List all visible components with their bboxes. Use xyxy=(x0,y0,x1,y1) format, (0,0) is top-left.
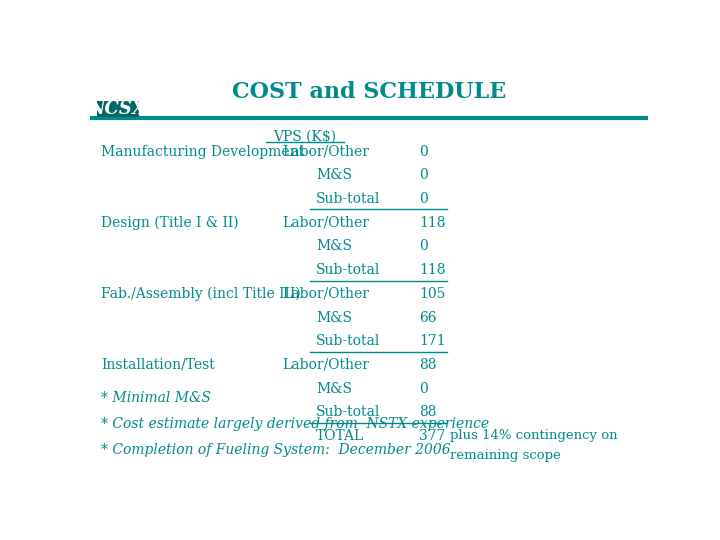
Text: 118: 118 xyxy=(419,216,446,229)
Text: VPS (K$): VPS (K$) xyxy=(274,129,336,143)
Text: Manufacturing Development: Manufacturing Development xyxy=(101,145,305,159)
Text: M&S: M&S xyxy=(316,168,352,183)
Text: 88: 88 xyxy=(419,406,437,420)
Text: * Completion of Fueling System:  December 2006: * Completion of Fueling System: December… xyxy=(101,443,451,457)
Text: Fab./Assembly (incl Title III): Fab./Assembly (incl Title III) xyxy=(101,287,301,301)
Text: M&S: M&S xyxy=(316,382,352,396)
Text: Design (Title I & II): Design (Title I & II) xyxy=(101,216,239,230)
Text: 118: 118 xyxy=(419,263,446,277)
Text: remaining scope: remaining scope xyxy=(450,449,561,462)
Text: Sub-total: Sub-total xyxy=(316,192,380,206)
Text: COST and SCHEDULE: COST and SCHEDULE xyxy=(232,82,506,104)
Text: 66: 66 xyxy=(419,310,437,325)
Text: 0: 0 xyxy=(419,145,428,159)
Text: 0: 0 xyxy=(419,192,428,206)
Text: 88: 88 xyxy=(419,358,437,372)
Text: 171: 171 xyxy=(419,334,446,348)
Text: * Minimal M&S: * Minimal M&S xyxy=(101,391,211,405)
Text: 105: 105 xyxy=(419,287,446,301)
Text: NCSX: NCSX xyxy=(89,100,147,118)
Text: Labor/Other: Labor/Other xyxy=(282,216,369,229)
Text: Installation/Test: Installation/Test xyxy=(101,358,215,372)
Text: plus 14% contingency on: plus 14% contingency on xyxy=(450,429,618,442)
Text: Labor/Other: Labor/Other xyxy=(282,287,369,301)
Text: 0: 0 xyxy=(419,239,428,253)
Bar xyxy=(96,101,138,117)
Text: 377: 377 xyxy=(419,429,446,443)
Text: Labor/Other: Labor/Other xyxy=(282,358,369,372)
Text: Sub-total: Sub-total xyxy=(316,406,380,420)
Text: Sub-total: Sub-total xyxy=(316,334,380,348)
Text: Labor/Other: Labor/Other xyxy=(282,145,369,159)
Text: 0: 0 xyxy=(419,382,428,396)
Text: Sub-total: Sub-total xyxy=(316,263,380,277)
Text: 0: 0 xyxy=(419,168,428,183)
Text: M&S: M&S xyxy=(316,239,352,253)
Text: * Cost estimate largely derived from  NSTX experience: * Cost estimate largely derived from NST… xyxy=(101,417,490,431)
Text: TOTAL: TOTAL xyxy=(316,429,364,443)
Text: M&S: M&S xyxy=(316,310,352,325)
